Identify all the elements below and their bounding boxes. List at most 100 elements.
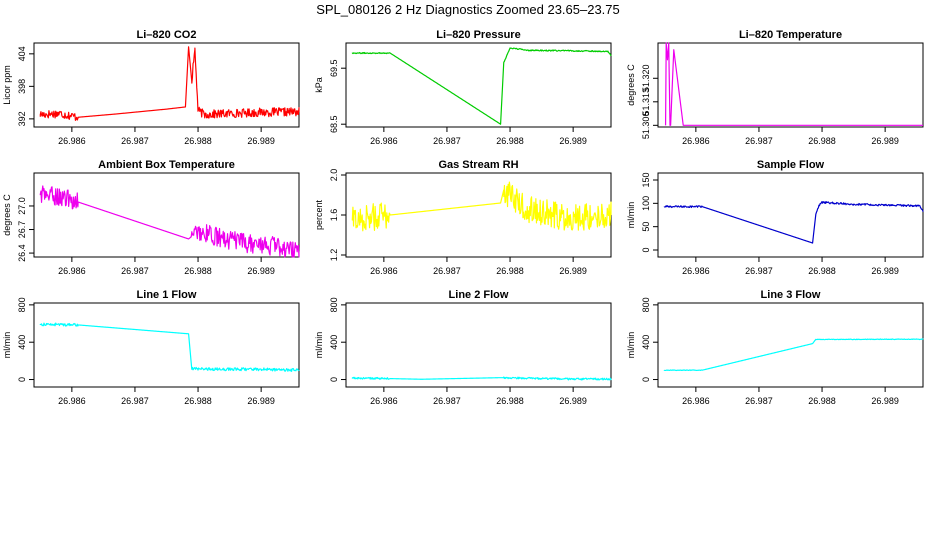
series-line (39, 46, 300, 121)
x-tick-label: 26.986 (58, 136, 86, 146)
panel-title: Line 1 Flow (137, 289, 197, 301)
chart-panel-1: Li–820 CO2 Licor ppm 26.986 26.987 26.988 26.… (2, 29, 300, 146)
x-tick-label: 26.987 (121, 266, 149, 276)
y-tick-label: 150 (641, 172, 651, 187)
y-tick-label: 51.306 (641, 112, 651, 140)
series-line (663, 201, 924, 244)
x-tick-label: 26.987 (121, 136, 149, 146)
series-line (39, 322, 300, 372)
x-tick-label: 26.987 (121, 396, 149, 406)
x-tick-label: 26.986 (370, 396, 398, 406)
x-tick-label: 26.986 (370, 136, 398, 146)
y-tick-label: 800 (641, 297, 651, 312)
y-axis-label: ml/min (626, 332, 636, 359)
y-tick-label: 69.5 (329, 59, 339, 77)
x-tick-label: 26.989 (871, 396, 899, 406)
y-tick-label: 392 (17, 111, 27, 126)
y-tick-label: 400 (329, 335, 339, 350)
x-tick-label: 26.987 (433, 136, 461, 146)
plot-frame (657, 172, 924, 258)
chart-panel-6: Sample Flow ml/min 26.986 26.987 26.988 26.98… (626, 159, 924, 276)
x-tick-label: 26.987 (745, 266, 773, 276)
chart-panel-9: Line 3 Flow ml/min 26.986 26.987 26.988 26.98… (626, 289, 924, 406)
series-line (351, 47, 612, 125)
y-tick-label: 50 (641, 222, 651, 232)
panel-title: Sample Flow (757, 159, 825, 171)
y-tick-label: 400 (641, 335, 651, 350)
chart-panel-3: Li–820 Temperature degrees C 26.986 26.987 2… (626, 29, 924, 146)
page-title: SPL_080126 2 Hz Diagnostics Zoomed 23.65… (316, 2, 620, 17)
x-tick-label: 26.989 (871, 266, 899, 276)
y-tick-label: 2.0 (329, 169, 339, 182)
y-tick-label: 400 (17, 335, 27, 350)
chart-panel-7: Line 1 Flow ml/min 26.986 26.987 26.988 26.98… (2, 289, 300, 406)
y-axis-label: ml/min (626, 202, 636, 229)
x-tick-label: 26.987 (433, 266, 461, 276)
y-tick-label: 0 (641, 377, 651, 382)
chart-panel-5: Gas Stream RH percent 26.986 26.987 26.988 26… (314, 159, 612, 276)
plot-frame (345, 302, 612, 388)
x-tick-label: 26.988 (184, 266, 212, 276)
x-tick-label: 26.988 (496, 136, 524, 146)
x-tick-label: 26.986 (682, 266, 710, 276)
series-line (39, 185, 300, 258)
x-tick-label: 26.986 (682, 396, 710, 406)
series-line (351, 181, 612, 232)
y-tick-label: 51.320 (641, 65, 651, 93)
x-tick-label: 26.988 (184, 396, 212, 406)
y-axis-label: degrees C (2, 194, 12, 236)
panel-title: Li–820 Temperature (739, 29, 842, 41)
x-tick-label: 26.989 (247, 396, 275, 406)
y-tick-label: 0 (17, 377, 27, 382)
x-tick-label: 26.986 (682, 136, 710, 146)
y-tick-label: 51.313 (641, 88, 651, 116)
plot-frame (345, 42, 612, 128)
y-tick-label: 26.4 (17, 244, 27, 262)
x-tick-label: 26.989 (247, 136, 275, 146)
plot-frame (657, 42, 924, 128)
y-tick-label: 100 (641, 196, 651, 211)
chart-panel-2: Li–820 Pressure kPa 26.986 26.987 26.988 26.9… (314, 29, 612, 146)
panel-title: Line 2 Flow (449, 289, 509, 301)
series-line (663, 338, 924, 372)
plot-frame (33, 302, 300, 388)
x-tick-label: 26.987 (745, 396, 773, 406)
x-tick-label: 26.988 (496, 266, 524, 276)
y-tick-label: 0 (329, 377, 339, 382)
x-tick-label: 26.988 (808, 136, 836, 146)
y-tick-label: 68.5 (329, 115, 339, 133)
x-tick-label: 26.986 (58, 266, 86, 276)
panel-title: Ambient Box Temperature (98, 159, 235, 171)
x-tick-label: 26.989 (247, 266, 275, 276)
y-axis-label: percent (314, 199, 324, 230)
plot-frame (33, 42, 300, 128)
x-tick-label: 26.988 (496, 396, 524, 406)
x-tick-label: 26.989 (559, 266, 587, 276)
y-tick-label: 1.6 (329, 209, 339, 222)
y-tick-label: 800 (329, 297, 339, 312)
series-line (664, 42, 923, 126)
y-tick-label: 27.0 (17, 197, 27, 215)
y-axis-label: degrees C (626, 64, 636, 106)
panel-title: Li–820 CO2 (137, 29, 197, 41)
panel-title: Li–820 Pressure (436, 29, 520, 41)
y-tick-label: 800 (17, 297, 27, 312)
y-tick-label: 26.7 (17, 221, 27, 239)
x-tick-label: 26.989 (871, 136, 899, 146)
x-tick-label: 26.989 (559, 396, 587, 406)
panel-title: Line 3 Flow (761, 289, 821, 301)
plot-frame (657, 302, 924, 388)
plot-frame (33, 172, 300, 258)
x-tick-label: 26.988 (184, 136, 212, 146)
chart-panel-8: Line 2 Flow ml/min 26.986 26.987 26.988 26.98… (314, 289, 612, 406)
x-tick-label: 26.986 (58, 396, 86, 406)
series-line (351, 376, 612, 381)
x-tick-label: 26.986 (370, 266, 398, 276)
panel-title: Gas Stream RH (438, 159, 518, 171)
x-tick-label: 26.988 (808, 396, 836, 406)
x-tick-label: 26.989 (559, 136, 587, 146)
y-axis-label: ml/min (2, 332, 12, 359)
y-axis-label: kPa (314, 77, 324, 93)
y-tick-label: 1.2 (329, 249, 339, 262)
